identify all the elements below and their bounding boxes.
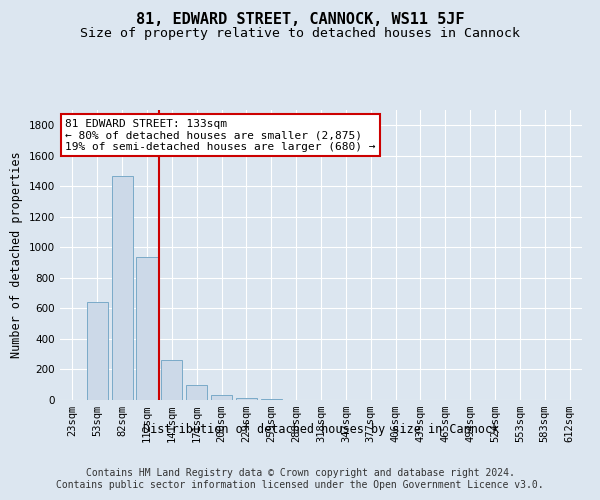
Bar: [87, 302, 108, 400]
Text: 81 EDWARD STREET: 133sqm
← 80% of detached houses are smaller (2,875)
19% of sem: 81 EDWARD STREET: 133sqm ← 80% of detach…: [65, 118, 376, 152]
Text: Distribution of detached houses by size in Cannock: Distribution of detached houses by size …: [143, 422, 499, 436]
Bar: [186, 384, 207, 400]
Text: 81, EDWARD STREET, CANNOCK, WS11 5JF: 81, EDWARD STREET, CANNOCK, WS11 5JF: [136, 12, 464, 28]
Text: Contains HM Land Registry data © Crown copyright and database right 2024.
Contai: Contains HM Land Registry data © Crown c…: [56, 468, 544, 490]
Bar: [136, 256, 158, 400]
Text: Size of property relative to detached houses in Cannock: Size of property relative to detached ho…: [80, 28, 520, 40]
Bar: [261, 399, 282, 400]
Bar: [211, 396, 232, 400]
Bar: [112, 176, 133, 400]
Bar: [161, 360, 182, 400]
Y-axis label: Number of detached properties: Number of detached properties: [10, 152, 23, 358]
Bar: [236, 398, 257, 400]
